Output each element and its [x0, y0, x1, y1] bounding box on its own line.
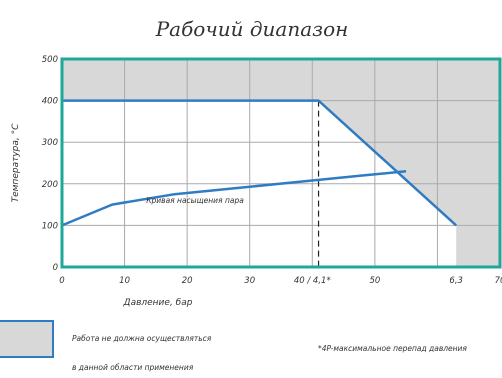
x-tick-label: 10 — [119, 276, 130, 286]
x-tick-label: 50 — [369, 276, 380, 286]
chart-title: Рабочий диапазон — [155, 17, 349, 41]
plot-frame — [60, 57, 502, 269]
y-axis-ticks: 0 100 200 300 400 500 — [42, 55, 58, 273]
x-axis-ticks: 0 10 20 30 40 / 4,1* 50 6,3 70 — [59, 276, 502, 286]
y-tick-label: 0 — [53, 263, 58, 273]
legend-swatch — [0, 320, 54, 358]
legend-text-1: Работа не должна осуществляться — [72, 334, 212, 343]
plot-area — [60, 57, 502, 269]
x-tick-label: 0 — [59, 276, 64, 286]
series-saturation-curve — [61, 170, 407, 227]
shaded-region-top — [62, 59, 500, 101]
x-tick-label: 40 / 4,1* — [294, 276, 331, 286]
y-tick-label: 500 — [42, 55, 58, 65]
saturation-curve-label: Кривая насыщения пара — [146, 196, 244, 205]
x-tick-label: 6,3 — [449, 276, 463, 286]
series-group — [61, 99, 458, 227]
y-tick-label: 300 — [42, 138, 58, 148]
y-axis-label: Температура, °С — [11, 123, 21, 202]
x-axis-label: Давление, бар — [123, 298, 193, 308]
series-limit-line — [62, 99, 458, 227]
x-tick-label: 70 — [495, 276, 502, 286]
y-tick-label: 200 — [42, 180, 58, 190]
x-tick-label: 20 — [182, 276, 193, 286]
legend-text-2: в данной области применения — [72, 363, 194, 372]
y-tick-label: 100 — [42, 221, 58, 231]
x-tick-label: 30 — [244, 276, 255, 286]
y-tick-label: 400 — [42, 97, 58, 107]
footnote: *4P-максимальное перепад давления — [318, 344, 467, 353]
